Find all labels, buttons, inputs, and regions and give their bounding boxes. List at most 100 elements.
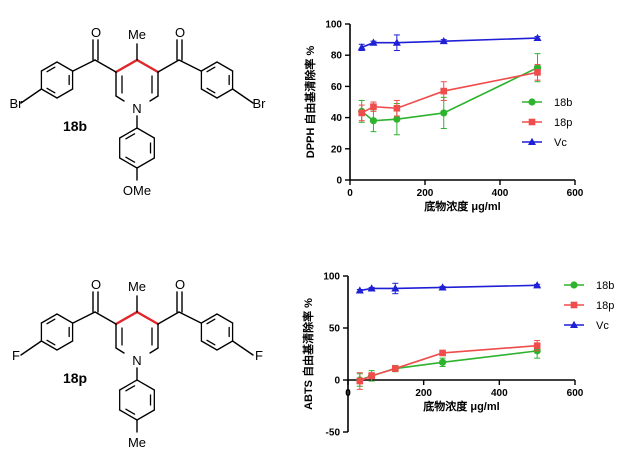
n-mask: [131, 99, 143, 114]
legend-label: Vc: [596, 320, 609, 332]
aryl-bond: [200, 313, 218, 324]
bond: [178, 311, 202, 324]
aryl-bond: [136, 409, 155, 421]
y-tick-label: 100: [325, 20, 342, 31]
legend-item-Vc: Vc: [564, 320, 609, 332]
data-point: [533, 281, 542, 289]
para-substituent-label: Me: [128, 435, 146, 450]
bond: [72, 59, 96, 72]
aryl-bond: [136, 379, 155, 391]
y-tick-label: 60: [331, 82, 343, 93]
series-line: [359, 350, 538, 381]
oxygen-label: O: [91, 25, 101, 40]
highlight-bond: [135, 58, 160, 74]
x-tick-label: 400: [492, 188, 509, 199]
x-axis-title: 底物浓度 μg/ml: [424, 199, 500, 213]
aryl-bond: [136, 157, 155, 169]
aryl-bond: [56, 313, 74, 324]
bond: [157, 59, 180, 73]
halogen-bond: [20, 88, 43, 104]
nitrogen-label: N: [132, 353, 141, 368]
data-point: [439, 36, 448, 45]
aryl-double-bond: [206, 87, 216, 94]
aryl-bond: [56, 61, 74, 72]
series-18p: [356, 339, 541, 390]
halogen-bond: [231, 88, 254, 104]
data-point: [393, 104, 401, 112]
data-point: [391, 365, 399, 372]
x-tick-label: 600: [567, 388, 584, 399]
x-tick-label: 200: [415, 388, 432, 399]
data-point: [367, 284, 376, 292]
molecule-18b: Me O O Br Br N OMe 18b: [10, 25, 267, 198]
series-line: [359, 284, 538, 292]
legend-label: 18p: [596, 300, 614, 312]
bond: [94, 59, 117, 73]
chart-1: 0 20 40 60 80 100 0 200 400 600 底物浓度 μg/ml DPPH 自由基…: [303, 20, 584, 214]
compound-label: 18b: [63, 118, 87, 134]
data-point: [439, 349, 446, 357]
bond: [94, 311, 117, 325]
para-substituent-label: OMe: [123, 183, 151, 198]
aryl-bond: [200, 88, 218, 99]
data-point: [391, 284, 400, 292]
y-tick-label: 20: [331, 144, 343, 155]
bond: [178, 59, 202, 72]
bond: [115, 95, 125, 102]
y-tick-label: -50: [326, 428, 341, 439]
data-point: [369, 38, 378, 46]
halogen-label-right: Br: [253, 96, 267, 111]
aryl-double-bond: [125, 133, 136, 140]
data-point: [357, 43, 366, 51]
bond: [115, 347, 125, 354]
data-point: [533, 342, 541, 349]
data-point: [370, 103, 377, 110]
aryl-bond: [56, 88, 74, 99]
aryl-double-bond: [206, 339, 216, 346]
legend-item-18p: 18p: [564, 300, 614, 312]
aryl-bond: [119, 409, 138, 421]
aryl-double-bond: [206, 66, 216, 73]
nitrogen-label: N: [132, 101, 141, 116]
data-point: [534, 69, 541, 76]
oxygen-label: O: [175, 277, 185, 292]
oxygen-label: O: [91, 277, 101, 292]
y-tick-label: 50: [329, 324, 341, 335]
x-axis-title: 底物浓度 μg/ml: [423, 399, 499, 413]
series-18p: [358, 64, 541, 122]
data-point: [369, 117, 378, 125]
legend-label: Vc: [554, 137, 567, 149]
aryl-double-bond: [206, 318, 216, 325]
data-point: [356, 377, 364, 385]
data-point: [355, 286, 364, 294]
bond: [72, 311, 96, 324]
aryl-double-bond: [46, 87, 56, 94]
x-tick-label: 600: [567, 188, 584, 199]
aryl-bond: [200, 61, 218, 72]
data-point: [440, 109, 448, 117]
y-axis-title: DPPH 自由基清除率 %: [303, 46, 317, 159]
aryl-double-bond: [125, 408, 136, 415]
series-line: [361, 71, 538, 114]
compound-label: 18p: [63, 370, 87, 386]
data-point: [393, 115, 401, 123]
y-tick-label: 0: [336, 176, 342, 187]
halogen-label-left: Br: [10, 96, 24, 111]
legend-item-18b: 18b: [564, 280, 614, 292]
halogen-bond: [231, 340, 254, 356]
series-Vc: [355, 281, 542, 295]
methyl-label: Me: [128, 27, 146, 42]
n-mask: [131, 351, 143, 366]
aryl-bond: [40, 88, 58, 99]
series-line: [361, 66, 538, 122]
aryl-bond: [216, 88, 234, 99]
aryl-bond: [216, 340, 234, 351]
legend-label: 18p: [554, 117, 572, 129]
chart-2: -50 0 50 100 0 200 400 600 底物浓度 μg/ml ABTS 自由基清除率…: [301, 272, 614, 439]
bond: [149, 95, 159, 102]
data-point: [533, 33, 542, 42]
data-point: [570, 301, 578, 309]
series-18b: [358, 53, 542, 136]
data-point: [438, 283, 447, 291]
